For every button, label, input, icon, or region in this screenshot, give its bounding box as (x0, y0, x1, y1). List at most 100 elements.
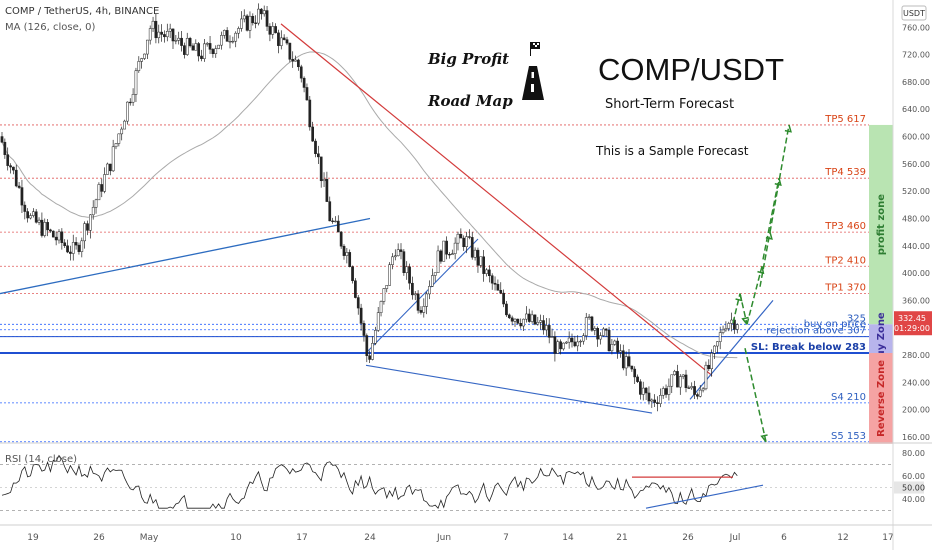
price-tick: 720.00 (902, 51, 930, 60)
candle-body (0, 136, 4, 143)
candle-body (507, 314, 511, 319)
candle-body (676, 371, 679, 388)
zone-label: profit zone (876, 194, 887, 255)
candle-body (60, 231, 64, 243)
candle-body (154, 20, 158, 39)
candle-body (23, 204, 27, 212)
current-price: 332.45 (898, 314, 926, 323)
candle-body (240, 18, 243, 29)
candle-body (51, 230, 55, 238)
candle-body (465, 236, 468, 248)
level-label: TP1 370 (824, 283, 866, 294)
candle-body (339, 231, 343, 247)
candle-body (334, 220, 337, 223)
forecast-arrow (744, 348, 767, 442)
candle-body (168, 28, 172, 32)
level-label: S4 210 (831, 392, 866, 403)
candle-body (351, 266, 354, 282)
candle-body (496, 284, 500, 291)
flag-check (535, 45, 537, 47)
candle-body (405, 266, 409, 273)
candle-body (450, 253, 454, 255)
candle-body (100, 184, 104, 192)
candle-body (482, 256, 485, 274)
candle-body (94, 199, 98, 208)
candle-body (693, 386, 696, 395)
candle-body (354, 280, 357, 298)
candle-body (456, 233, 460, 244)
candle-body (294, 59, 297, 62)
levels-layer: TP5 617 TP4 539 TP3 460 TP2 410 TP1 370 325bu… (0, 114, 869, 443)
candle-body (385, 285, 389, 289)
zone-1 (869, 324, 893, 353)
candle-body (271, 26, 275, 35)
candle-body (473, 249, 477, 258)
price-tick: 160.00 (902, 433, 930, 442)
candle-body (393, 255, 397, 258)
candle-body (103, 174, 106, 192)
rsi-tick: 80.00 (902, 449, 925, 458)
candle-body (46, 222, 49, 231)
candle-body (123, 120, 126, 130)
level-label: TP4 539 (824, 167, 866, 178)
candle-body (513, 318, 517, 322)
candle-body (151, 20, 155, 29)
candle-body (365, 335, 369, 356)
candle-body (479, 256, 483, 266)
candle-body (659, 395, 662, 404)
candle-body (54, 236, 58, 241)
level-label: TP5 617 (824, 114, 866, 125)
arrow-head (760, 434, 768, 443)
candle-body (234, 32, 238, 42)
arrow-head (757, 266, 765, 275)
candle-body (63, 242, 67, 247)
candle-body (177, 37, 181, 41)
candle-body (57, 231, 61, 241)
candle-body (468, 236, 471, 238)
zone-2 (869, 352, 893, 444)
forecast-arrow (759, 232, 771, 287)
price-tick: 440.00 (902, 242, 930, 251)
candle-body (106, 163, 109, 175)
candle-body (459, 233, 463, 239)
candle-body (542, 320, 545, 331)
level-label: S5 153 (831, 431, 866, 442)
candle-body (342, 245, 346, 256)
currency-label: USDT (903, 9, 925, 18)
candle-body (604, 328, 608, 331)
arrow-head (741, 316, 749, 325)
candle-body (134, 70, 138, 95)
price-tick: 400.00 (902, 269, 930, 278)
candle-body (724, 328, 728, 331)
candle-body (214, 48, 218, 54)
candle-body (251, 15, 255, 24)
candle-body (656, 402, 659, 404)
candle-body (485, 269, 488, 274)
candle-body (163, 34, 166, 38)
candle-body (262, 10, 266, 15)
candle-body (396, 249, 400, 257)
candle-body (194, 43, 198, 51)
candle-body (382, 288, 386, 302)
candle-body (641, 387, 645, 395)
candle-body (328, 201, 332, 222)
candle-body (348, 252, 352, 267)
zone-0 (869, 124, 893, 325)
candle-body (422, 306, 426, 313)
candle-body (470, 237, 474, 258)
time-axis: 19 26 May 10 17 24 Jun 7 14 21 26 Jul 6 12 17 (27, 533, 893, 543)
price-tick: 560.00 (902, 160, 930, 169)
level-label: 325 (847, 313, 866, 324)
candle-body (97, 184, 101, 201)
wedge-lower (365, 364, 653, 414)
candle-body (690, 386, 694, 389)
road-mark (531, 84, 534, 92)
candle-body (413, 293, 417, 296)
candle-body (579, 340, 582, 343)
candle-body (664, 388, 668, 395)
candle-body (180, 37, 183, 46)
candle-body (220, 35, 223, 46)
candle-body (624, 356, 628, 369)
